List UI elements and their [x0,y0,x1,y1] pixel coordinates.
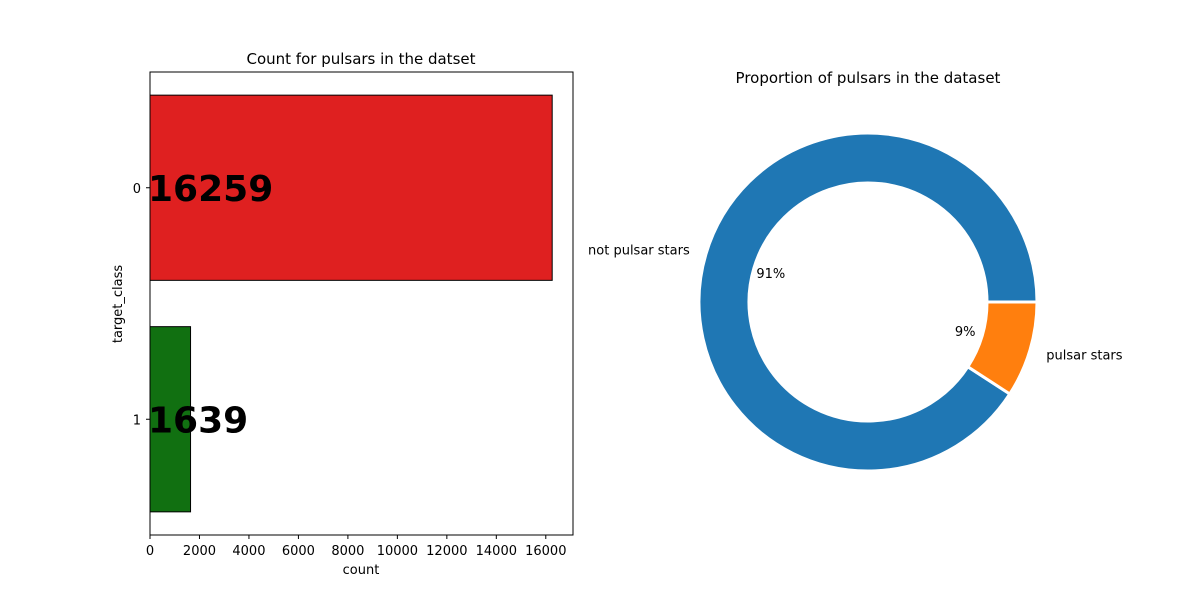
bar-value-label: 1639 [148,400,248,441]
donut-pct-label: 91% [756,267,785,282]
x-tick-label: 0 [146,544,154,559]
donut-slice-label: pulsar stars [1046,349,1123,364]
y-axis-ticks: 01 [133,182,150,428]
donut-slice [697,131,1039,473]
x-tick-label: 16000 [525,544,566,559]
x-tick-label: 2000 [183,544,216,559]
x-tick-label: 4000 [232,544,265,559]
donut-slices [697,131,1039,473]
bar-series [149,94,553,513]
donut-chart: Proportion of pulsars in the dataset not… [588,69,1123,473]
donut-pct-label: 9% [955,325,976,340]
bar-0 [149,94,553,281]
x-tick-label: 12000 [426,544,467,559]
x-axis-ticks: 0 2000 4000 6000 8000 10000 12000 14000 16000 [146,535,566,559]
donut-slice [965,300,1039,397]
bar-1 [149,326,192,513]
donut-labels: not pulsar stars 91% pulsar stars 9% [588,243,1123,363]
y-tick-label: 0 [133,182,141,197]
donut-chart-title: Proportion of pulsars in the dataset [736,69,1001,87]
bar-value-labels: 16259 1639 [148,169,273,442]
bar-chart-title: Count for pulsars in the datset [246,50,475,68]
bar-value-label: 16259 [148,169,273,210]
bar-plot-frame [149,71,574,536]
x-tick-label: 10000 [377,544,418,559]
y-axis-label: target_class [111,265,126,344]
x-tick-label: 8000 [331,544,364,559]
x-tick-label: 6000 [282,544,315,559]
x-axis-label: count [343,563,380,578]
x-tick-label: 14000 [476,544,517,559]
bar-chart: Count for pulsars in the datset 0 2000 400… [111,50,574,578]
y-tick-label: 1 [133,413,141,428]
donut-slice-label: not pulsar stars [588,243,690,258]
